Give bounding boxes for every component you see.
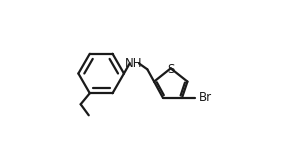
- Text: NH: NH: [125, 57, 142, 70]
- Text: S: S: [167, 63, 174, 76]
- Text: Br: Br: [199, 91, 212, 104]
